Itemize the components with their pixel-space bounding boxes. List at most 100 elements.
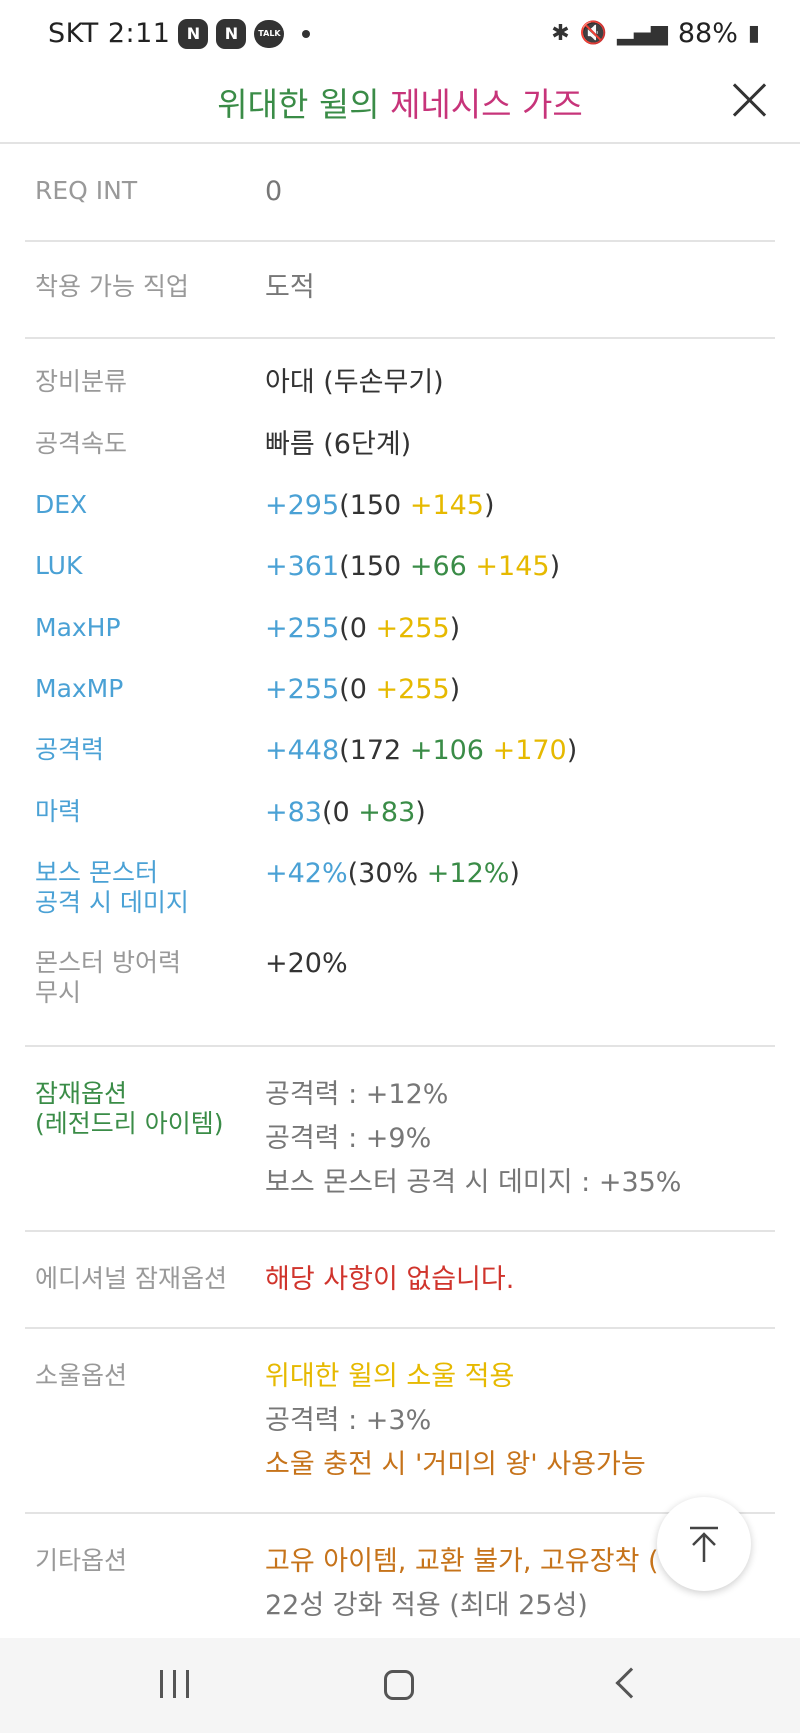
- luk-value: +361(150 +66 +145): [265, 551, 775, 583]
- magic-row: 마력 +83(0 +83): [25, 797, 775, 858]
- maxmp-value: +255(0 +255): [265, 674, 775, 706]
- boss-damage-label: 보스 몬스터 공격 시 데미지: [25, 858, 265, 918]
- maxmp-label: MaxMP: [35, 674, 124, 703]
- home-button[interactable]: [380, 1666, 420, 1706]
- maxmp-close: ): [449, 674, 461, 705]
- scroll-to-top-button[interactable]: [657, 1497, 751, 1591]
- magic-label: 마력: [35, 797, 82, 826]
- arrow-up-icon: [690, 1526, 718, 1562]
- maxhp-value: +255(0 +255): [265, 613, 775, 645]
- attack-value: +448(172 +106 +170): [265, 735, 775, 767]
- maxhp-label: MaxHP: [35, 613, 121, 642]
- soul-lines: 위대한 윌의 소울 적용 공격력 : +3% 소울 충전 시 '거미의 왕' 사…: [265, 1355, 775, 1487]
- etc-starforce: 22성 강화 적용 (최대 25성): [265, 1590, 588, 1621]
- item-title-name: 제네시스 가즈: [390, 85, 583, 124]
- ignore-def-row: 몬스터 방어력 무시 +20%: [25, 948, 775, 1018]
- maxmp-base: (0: [339, 674, 376, 705]
- battery-icon: ▮: [747, 21, 760, 46]
- luk-row: LUK +361(150 +66 +145): [25, 551, 775, 613]
- boss-damage-row: 보스 몬스터 공격 시 데미지 +42%(30% +12%): [25, 858, 775, 948]
- maxmp-row: MaxMP +255(0 +255): [25, 674, 775, 735]
- attack-label: 공격력: [35, 735, 105, 764]
- kakaotalk-notification-icon: TALK: [254, 19, 285, 48]
- carrier-time: SKT 2:11: [48, 18, 171, 49]
- potential-lines: 공격력 : +12% 공격력 : +9% 보스 몬스터 공격 시 데미지 : +…: [265, 1073, 775, 1205]
- naver-notification-icon-2: N: [216, 18, 247, 49]
- etc-label: 기타옵션: [35, 1546, 128, 1575]
- stats-section: 장비분류 아대 (두손무기) 공격속도 빠름 (6단계) DEX +295(15…: [25, 339, 775, 1047]
- potential-line: 공격력 : +12%: [265, 1079, 449, 1110]
- bluetooth-icon: ✱: [551, 21, 570, 46]
- soul-skill: 소울 충전 시 '거미의 왕' 사용가능: [265, 1449, 646, 1480]
- maxhp-row: MaxHP +255(0 +255): [25, 613, 775, 674]
- boss-damage-label-line2: 공격 시 데미지: [35, 888, 189, 917]
- speed-row: 공격속도 빠름 (6단계): [25, 429, 775, 490]
- maxhp-close: ): [449, 613, 461, 644]
- dex-value: +295(150 +145): [265, 490, 775, 522]
- luk-star: +145: [475, 551, 550, 582]
- dex-base: (150: [339, 490, 410, 521]
- etc-row: 기타옵션 고유 아이템, 교환 불가, 고유장착 ( 22성 강화 적용 (최대…: [25, 1546, 775, 1628]
- soul-row: 소울옵션 위대한 윌의 소울 적용 공격력 : +3% 소울 충전 시 '거미의…: [25, 1361, 775, 1487]
- ignore-def-label: 몬스터 방어력 무시: [25, 948, 265, 1008]
- dex-label: DEX: [35, 490, 88, 519]
- job-label: 착용 가능 직업: [35, 272, 189, 301]
- potential-label-line1: 잠재옵션: [35, 1079, 128, 1108]
- maxhp-base: (0: [339, 613, 376, 644]
- etc-attributes: 고유 아이템, 교환 불가, 고유장착 (: [265, 1546, 659, 1577]
- item-detail-content: REQ INT 0 착용 가능 직업 도적 장비분류 아대 (두손무기) 공격속…: [25, 146, 775, 1628]
- job-value: 도적: [265, 272, 315, 303]
- dex-row: DEX +295(150 +145): [25, 490, 775, 551]
- speed-label: 공격속도: [35, 429, 128, 458]
- boss-damage-close: ): [509, 858, 520, 889]
- etc-section: 기타옵션 고유 아이템, 교환 불가, 고유장착 ( 22성 강화 적용 (최대…: [25, 1514, 775, 1628]
- attack-total: +448: [265, 735, 340, 766]
- soul-label: 소울옵션: [35, 1361, 128, 1390]
- attack-star: +170: [492, 735, 567, 766]
- ignore-def-label-line2: 무시: [35, 978, 82, 1007]
- dex-close: ): [484, 490, 495, 521]
- potential-label-line2: (레전드리 아이템): [35, 1109, 224, 1138]
- dex-star: +145: [409, 490, 484, 521]
- boss-damage-bonus: +12%: [426, 858, 510, 889]
- item-header: 위대한 윌의 제네시스 가즈: [0, 68, 800, 144]
- additional-section: 에디셔널 잠재옵션 해당 사항이 없습니다.: [25, 1232, 775, 1329]
- req-int-row: REQ INT 0: [25, 176, 775, 208]
- status-left: SKT 2:11 N N TALK: [48, 18, 311, 49]
- system-navigation-bar: [0, 1638, 800, 1733]
- maxmp-total: +255: [265, 674, 340, 705]
- battery-level: 88%: [677, 18, 738, 49]
- back-button[interactable]: [612, 1666, 652, 1706]
- speed-value: 빠름 (6단계): [265, 429, 412, 460]
- item-title: 위대한 윌의 제네시스 가즈: [0, 78, 800, 126]
- mute-icon: 🔇: [579, 21, 608, 46]
- dex-total: +295: [265, 490, 340, 521]
- req-int-label: REQ INT: [35, 176, 138, 205]
- luk-base: (150: [339, 551, 410, 582]
- soul-name: 위대한 윌의 소울 적용: [265, 1361, 515, 1392]
- boss-damage-value: +42%(30% +12%): [265, 858, 775, 890]
- job-section: 착용 가능 직업 도적: [25, 242, 775, 339]
- close-button[interactable]: [728, 78, 772, 122]
- item-title-prefix: 위대한 윌의: [217, 85, 380, 124]
- etc-lines: 고유 아이템, 교환 불가, 고유장착 ( 22성 강화 적용 (최대 25성): [265, 1540, 775, 1628]
- magic-base: (0: [321, 797, 359, 828]
- luk-bonus: +66: [409, 551, 476, 582]
- status-bar: SKT 2:11 N N TALK ✱ 🔇 ▂▄▆ 88% ▮: [0, 0, 800, 68]
- maxhp-star: +255: [375, 613, 450, 644]
- naver-notification-icon: N: [178, 18, 209, 49]
- category-label: 장비분류: [35, 367, 128, 396]
- ignore-def-value: +20%: [265, 948, 348, 979]
- job-row: 착용 가능 직업 도적: [25, 272, 775, 304]
- potential-label: 잠재옵션 (레전드리 아이템): [25, 1079, 265, 1139]
- attack-bonus: +106: [409, 735, 493, 766]
- soul-section: 소울옵션 위대한 윌의 소울 적용 공격력 : +3% 소울 충전 시 '거미의…: [25, 1329, 775, 1514]
- boss-damage-total: +42%: [265, 858, 348, 889]
- category-value: 아대 (두손무기): [265, 367, 444, 398]
- magic-value: +83(0 +83): [265, 797, 775, 829]
- luk-close: ): [549, 551, 561, 582]
- luk-total: +361: [265, 551, 340, 582]
- attack-base: (172: [339, 735, 410, 766]
- soul-option: 공격력 : +3%: [265, 1405, 432, 1436]
- recent-apps-button[interactable]: [156, 1666, 196, 1706]
